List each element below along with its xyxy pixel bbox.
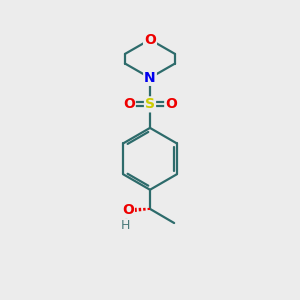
- Text: S: S: [145, 98, 155, 111]
- Text: O: O: [123, 98, 135, 111]
- Text: H: H: [120, 219, 130, 232]
- Text: O: O: [144, 33, 156, 46]
- Text: O: O: [165, 98, 177, 111]
- Text: O: O: [122, 203, 134, 218]
- Text: N: N: [144, 71, 156, 85]
